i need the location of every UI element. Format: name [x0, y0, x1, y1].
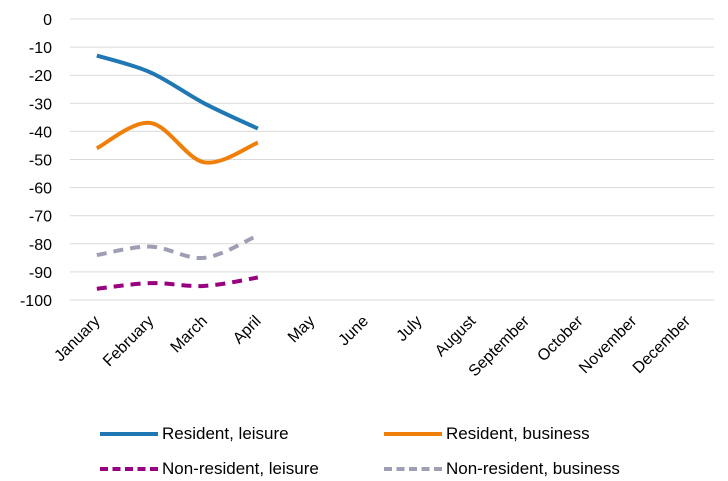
y-tick-label: -50: [29, 153, 52, 170]
x-tick-label-october: October: [534, 312, 587, 365]
x-tick-label-may: May: [285, 313, 318, 346]
x-tick-label-february: February: [100, 313, 157, 370]
y-axis-tick-labels: 0 -10 -20 -30 -40 -50 -60 -70 -80 -90 -100: [20, 12, 52, 310]
series-line-non-resident-leisure: [96, 275, 259, 291]
x-tick-label-august: August: [432, 312, 480, 360]
x-tick-label-june: June: [335, 313, 372, 350]
y-tick-label: -70: [29, 209, 52, 226]
y-tick-label: -10: [29, 40, 52, 57]
x-tick-label-january: January: [51, 313, 103, 365]
y-tick-label: -80: [29, 237, 52, 254]
y-tick-label: -90: [29, 265, 52, 282]
y-tick-label: -40: [29, 124, 52, 141]
gridlines: [70, 18, 714, 301]
y-tick-label: -60: [29, 181, 52, 198]
series-lines: [95, 53, 259, 291]
y-tick-label: -20: [29, 68, 52, 85]
x-tick-label-march: March: [168, 313, 211, 356]
series-line-resident-leisure: [96, 53, 259, 131]
series-line-non-resident-business: [96, 233, 259, 260]
y-tick-label: 0: [43, 12, 52, 29]
y-tick-label: -100: [20, 293, 52, 310]
x-tick-label-april: April: [230, 313, 265, 348]
series-line-resident-business: [95, 120, 259, 165]
x-tick-label-december: December: [630, 312, 695, 377]
x-tick-label-july: July: [394, 313, 426, 345]
y-tick-label: -30: [29, 96, 52, 113]
